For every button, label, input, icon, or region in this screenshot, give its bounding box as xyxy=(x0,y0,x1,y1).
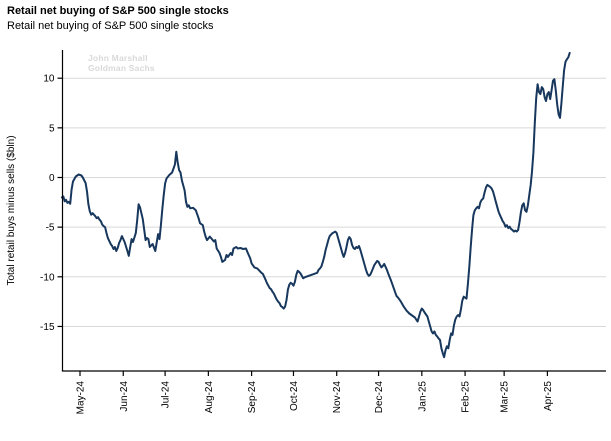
x-tick-label-Feb-25: Feb-25 xyxy=(461,381,472,413)
y-tick-label--10: -10 xyxy=(40,272,55,283)
watermark-line-2: Goldman Sachs xyxy=(88,63,155,73)
y-tick-label-10: 10 xyxy=(43,74,55,85)
x-tick-label-Jun-24: Jun-24 xyxy=(119,381,130,412)
x-tick-label-Aug-24: Aug-24 xyxy=(204,381,215,414)
watermark: John Marshall Goldman Sachs xyxy=(88,53,155,73)
y-axis-title: Total retail buys minus sells ($bln) xyxy=(6,135,17,285)
x-tick-label-Sep-24: Sep-24 xyxy=(247,381,258,414)
x-tick-label-Nov-24: Nov-24 xyxy=(332,381,343,414)
x-tick-label-Oct-24: Oct-24 xyxy=(289,381,300,411)
y-tick-label--5: -5 xyxy=(46,223,55,234)
x-tick-label-May-24: May-24 xyxy=(76,381,87,415)
chart-subtitle: Retail net buying of S&P 500 single stoc… xyxy=(7,20,214,32)
y-tick-label--15: -15 xyxy=(40,322,55,333)
chart-header: Retail net buying of S&P 500 single stoc… xyxy=(7,4,229,34)
y-tick-label-0: 0 xyxy=(49,173,55,184)
y-tick-label-5: 5 xyxy=(49,123,55,134)
chart-title: Retail net buying of S&P 500 single stoc… xyxy=(7,5,229,17)
x-tick-label-Apr-25: Apr-25 xyxy=(543,381,554,411)
x-tick-label-Jul-24: Jul-24 xyxy=(161,381,172,409)
x-tick-label-Jan-25: Jan-25 xyxy=(417,381,428,412)
watermark-line-1: John Marshall xyxy=(88,53,148,63)
x-tick-label-Dec-24: Dec-24 xyxy=(374,381,385,414)
retail-net-buying-line xyxy=(60,51,571,359)
x-tick-label-Mar-25: Mar-25 xyxy=(500,381,511,413)
